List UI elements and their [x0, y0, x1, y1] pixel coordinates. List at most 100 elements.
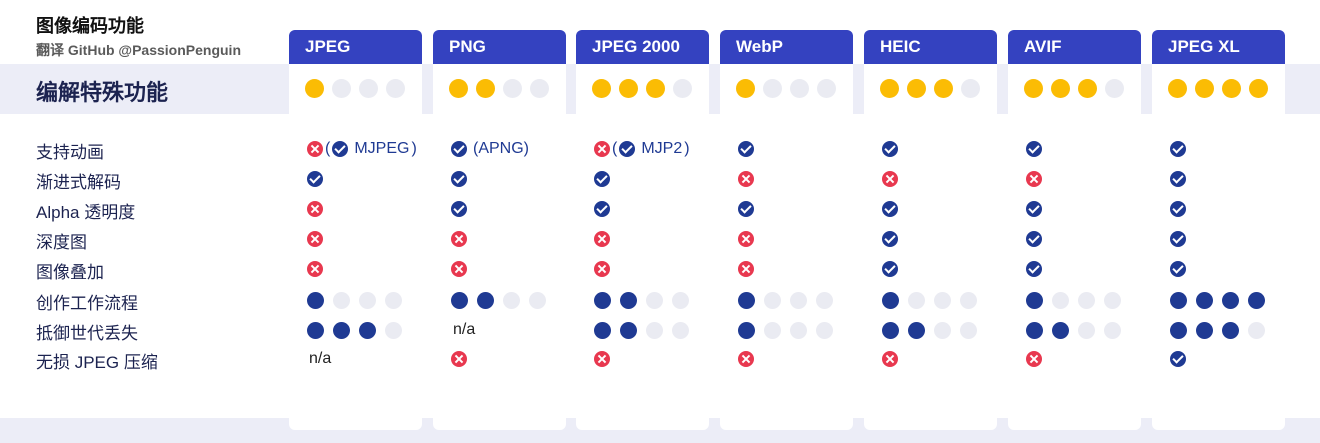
rating-dot-filled — [880, 79, 899, 98]
rating-dots — [738, 321, 842, 339]
check-icon — [451, 141, 467, 157]
rating-dot-empty — [763, 79, 782, 98]
column-header: JPEG 2000 — [576, 30, 709, 64]
rating-dots — [1026, 321, 1130, 339]
table-cell: n/a — [451, 318, 477, 342]
table-cell — [738, 227, 754, 251]
rating-dot-empty — [934, 321, 951, 339]
rating-dot-empty — [672, 291, 689, 309]
rating-dot-empty — [333, 291, 350, 309]
rating-dots — [307, 291, 411, 309]
rating-dots — [594, 321, 698, 339]
table-cell — [1170, 197, 1186, 221]
cross-icon — [307, 141, 323, 157]
rating-dot-empty — [790, 291, 807, 309]
row-label: 无损 JPEG 压缩 — [36, 353, 158, 372]
cell-text-prefix: ( — [325, 140, 331, 157]
table-cell — [1026, 227, 1042, 251]
rating-dot-empty — [764, 291, 781, 309]
rating-dot-empty — [530, 79, 549, 98]
rating-dot-filled — [1222, 291, 1239, 309]
rating-dots — [882, 321, 986, 339]
table-cell — [882, 167, 898, 191]
table-cell — [1170, 137, 1186, 161]
check-icon — [1026, 141, 1042, 157]
rating-dot-filled — [333, 321, 350, 339]
overall-rating-dots — [1168, 79, 1276, 98]
rating-dot-empty — [764, 321, 781, 339]
rating-dot-filled — [1222, 79, 1241, 98]
table-cell: n/a — [307, 347, 333, 371]
rating-dot-filled — [1026, 291, 1043, 309]
table-cell — [594, 167, 610, 191]
cross-icon — [594, 261, 610, 277]
check-icon — [1026, 201, 1042, 217]
column-header: WebP — [720, 30, 853, 64]
overall-rating-dots — [305, 79, 413, 98]
table-cell — [594, 347, 610, 371]
cross-icon — [307, 261, 323, 277]
table-cell — [1026, 167, 1042, 191]
cell-text: MJPEG — [354, 140, 410, 157]
rating-dot-empty — [1052, 291, 1069, 309]
cell-text: MJP2 — [641, 140, 683, 157]
rating-dot-filled — [594, 291, 611, 309]
rating-dot-empty — [908, 291, 925, 309]
rating-dot-filled — [934, 79, 953, 98]
table-cell — [451, 288, 555, 312]
cross-icon — [738, 231, 754, 247]
rating-dots — [738, 291, 842, 309]
column-header: JPEG — [289, 30, 422, 64]
cross-icon — [738, 261, 754, 277]
table-cell: (APNG) — [451, 137, 531, 161]
rating-dot-empty — [385, 291, 402, 309]
table-cell — [738, 318, 842, 342]
check-icon — [594, 201, 610, 217]
rating-dot-filled — [882, 321, 899, 339]
check-icon — [1170, 201, 1186, 217]
rating-dot-filled — [736, 79, 755, 98]
cross-icon — [594, 231, 610, 247]
rating-dot-empty — [1078, 321, 1095, 339]
rating-dot-filled — [1026, 321, 1043, 339]
rating-dot-empty — [673, 79, 692, 98]
rating-dots — [307, 321, 411, 339]
column-header: AVIF — [1008, 30, 1141, 64]
row-label: 抵御世代丢失 — [36, 324, 138, 343]
overall-rating-dots — [1024, 79, 1132, 98]
cell-text: n/a — [309, 350, 332, 367]
rating-dot-empty — [385, 321, 402, 339]
rating-dot-empty — [816, 291, 833, 309]
cell-text-suffix: ) — [411, 140, 417, 157]
rating-dot-empty — [359, 79, 378, 98]
rating-dot-empty — [1105, 79, 1124, 98]
cross-icon — [738, 171, 754, 187]
rating-dots — [594, 291, 698, 309]
check-icon — [1170, 351, 1186, 367]
rating-dot-filled — [1168, 79, 1187, 98]
check-icon — [307, 171, 323, 187]
check-icon — [1026, 261, 1042, 277]
rating-dot-filled — [907, 79, 926, 98]
rating-dot-filled — [1052, 321, 1069, 339]
check-icon — [451, 201, 467, 217]
table-cell — [1026, 257, 1042, 281]
rating-dot-empty — [1104, 291, 1121, 309]
table-cell — [738, 257, 754, 281]
table-cell — [882, 227, 898, 251]
cell-text-prefix: ( — [612, 140, 618, 157]
table-cell — [307, 227, 323, 251]
table-cell — [451, 167, 467, 191]
cross-icon — [594, 141, 610, 157]
rating-dot-empty — [960, 321, 977, 339]
check-icon — [1170, 231, 1186, 247]
row-label: 支持动画 — [36, 143, 104, 162]
check-icon — [882, 201, 898, 217]
rating-dot-filled — [738, 291, 755, 309]
cross-icon — [307, 201, 323, 217]
table-cell — [1170, 318, 1274, 342]
rating-dot-filled — [1196, 321, 1213, 339]
rating-dot-filled — [451, 291, 468, 309]
rating-dots — [1026, 291, 1130, 309]
row-label: Alpha 透明度 — [36, 203, 136, 222]
